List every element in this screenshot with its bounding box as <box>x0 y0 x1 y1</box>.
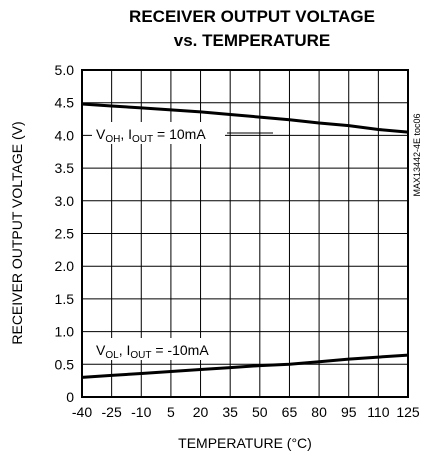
x-tick-label: 65 <box>282 404 298 420</box>
y-tick-label: 1.0 <box>55 324 75 340</box>
part-number: MAX13442-4E toc06 <box>412 113 422 196</box>
chart-title-line2: vs. TEMPERATURE <box>174 31 331 50</box>
x-tick-label: 125 <box>396 404 420 420</box>
x-tick-labels: -40 -25 -10 5 20 35 50 65 80 95 110 125 <box>72 404 420 420</box>
series-line-vol <box>81 353 409 379</box>
series-label-vol: VOL, IOUT = -10mA <box>96 342 209 361</box>
x-tick-label: 95 <box>341 404 357 420</box>
x-tick-label: 20 <box>193 404 209 420</box>
series-line-voh <box>81 102 409 134</box>
y-tick-label: 4.5 <box>55 95 75 111</box>
y-tick-label: 0 <box>66 389 74 405</box>
x-tick-label: -25 <box>102 404 122 420</box>
series-label-voh: VOH, IOUT = 10mA <box>96 126 206 145</box>
y-axis-label: RECEIVER OUTPUT VOLTAGE (V) <box>9 121 25 344</box>
y-tick-label: 1.5 <box>55 291 75 307</box>
y-tick-label: 3.5 <box>55 160 75 176</box>
x-tick-label: 5 <box>167 404 175 420</box>
y-tick-label: 5.0 <box>55 62 75 78</box>
y-tick-labels: 0 0.5 1.0 1.5 2.0 2.5 3.0 3.5 4.0 4.5 5.0 <box>55 62 75 405</box>
y-tick-label: 3.0 <box>55 193 75 209</box>
plot-frame <box>81 69 409 398</box>
x-tick-label: 50 <box>252 404 268 420</box>
y-tick-label: 2.0 <box>55 258 75 274</box>
x-tick-label: 110 <box>367 404 390 420</box>
voh-label-bg <box>92 122 225 144</box>
curves <box>81 102 409 379</box>
x-axis-label: TEMPERATURE (°C) <box>178 435 312 451</box>
vol-label-bg <box>92 338 222 360</box>
x-tick-label: 80 <box>311 404 327 420</box>
y-tick-label: 4.0 <box>55 127 75 143</box>
x-tick-label: -10 <box>131 404 151 420</box>
x-tick-label: -40 <box>72 404 92 420</box>
chart-title-line1: RECEIVER OUTPUT VOLTAGE <box>129 7 375 26</box>
grid <box>82 70 408 397</box>
x-tick-label: 35 <box>222 404 238 420</box>
y-tick-label: 0.5 <box>55 356 75 372</box>
y-tick-label: 2.5 <box>55 226 75 242</box>
